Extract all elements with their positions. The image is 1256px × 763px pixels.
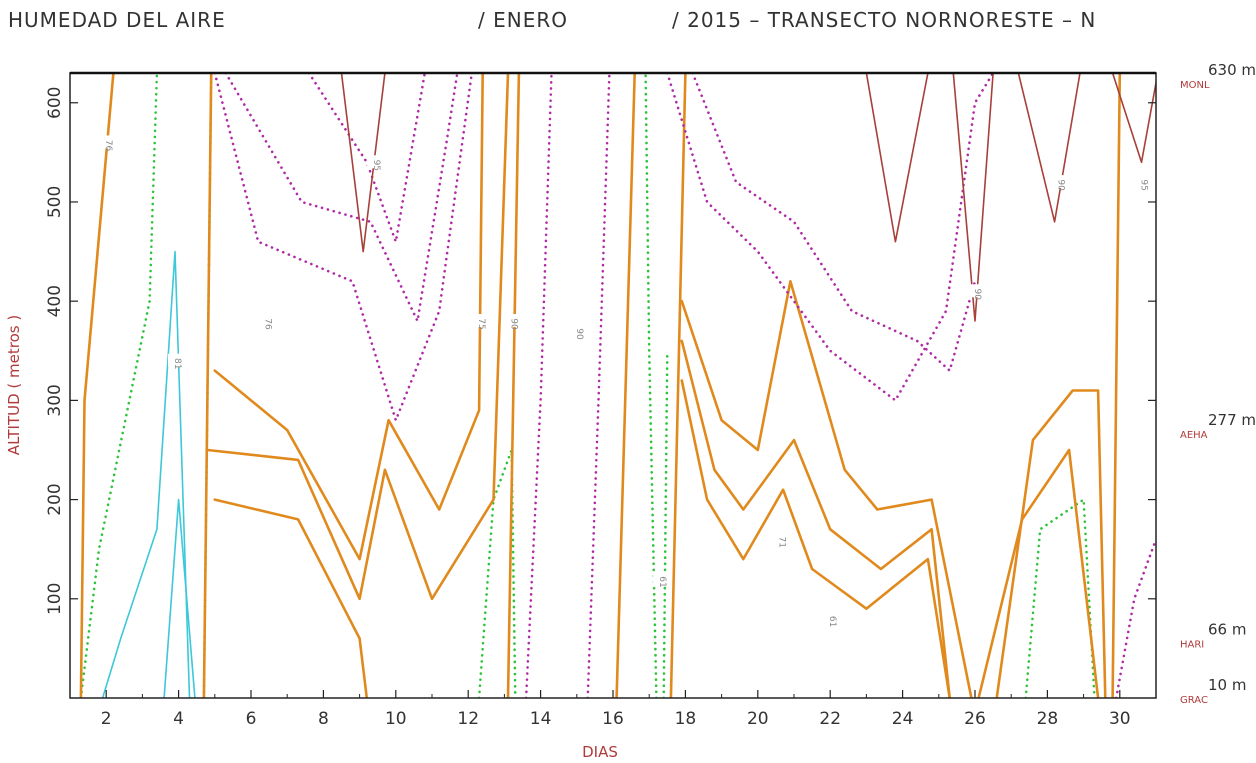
contour-line-71-15 [669,73,687,698]
contour-label-0: 76 [103,140,113,152]
x-tick-label-4: 4 [173,709,184,729]
contour-label-bg-9 [823,611,838,625]
contour-line-90-25 [665,73,995,402]
contour-line-90-30 [1017,73,1081,223]
contour-line-66-2 [79,73,159,698]
contour-line-61-0 [101,250,191,698]
ref-level-altitude-GRAC: 10 m [1208,676,1246,694]
x-tick-label-6: 6 [246,709,257,729]
contour-line-71-8 [79,73,115,698]
contour-line-81-22 [213,73,474,422]
contour-line-85-26 [691,73,977,372]
contour-line-76-17 [680,339,952,698]
x-axis-title: DIAS [582,743,618,761]
contour-label-bg-6 [569,323,584,337]
contour-line-57-1 [163,498,196,698]
chart-month-title: / ENERO [478,8,568,32]
contour-line-81-34 [1114,537,1156,698]
contour-label-bg-11 [1051,175,1066,189]
x-tick-label-18: 18 [675,709,697,729]
x-tick-label-20: 20 [747,709,769,729]
contour-line-76-19 [977,448,1100,698]
ref-level-station-GRAC: GRAC [1180,695,1208,706]
contour-line-71-14 [615,73,637,698]
ref-level-altitude-AEHA: 277 m [1208,411,1256,429]
contour-line-95-31 [1111,73,1156,164]
contour-label-bg-10 [968,284,982,298]
x-tick-label-30: 30 [1109,709,1131,729]
chart-variable-title: HUMEDAD DEL AIRE [8,8,226,32]
contour-label-10: 90 [972,289,982,301]
ref-level-altitude-MONL: 630 m [1208,61,1256,79]
contour-line-76-18 [680,279,973,698]
ref-level-station-HARI: HARI [1180,640,1204,651]
ref-level-station-MONL: MONL [1180,80,1210,91]
x-tick-label-22: 22 [819,709,841,729]
y-tick-label-100: 100 [45,583,65,615]
y-tick-label-300: 300 [45,384,65,416]
contour-line-71-13 [506,73,521,698]
contour-label-6: 90 [574,328,584,340]
y-tick-label-500: 500 [45,186,65,218]
contour-line-95-29 [952,73,994,322]
contour-label-9: 61 [827,616,837,627]
contour-line-66-5 [662,349,669,698]
x-tick-label-14: 14 [530,709,552,729]
x-tick-label-2: 2 [101,709,112,729]
contour-label-3: 95 [371,160,381,171]
contour-label-11: 90 [1055,179,1065,191]
chart-year-transect-title: / 2015 – TRANSECTO NORNORESTE – N [672,8,1097,32]
contour-label-bg-7 [653,571,668,585]
contour-label-bg-12 [1134,175,1149,189]
contour-label-4: 75 [476,318,486,329]
y-tick-label-200: 200 [45,483,65,515]
x-tick-label-28: 28 [1037,709,1059,729]
contour-line-76-16 [680,379,952,698]
x-tick-label-26: 26 [964,709,986,729]
contour-line-76-11 [206,73,510,601]
x-tick-label-16: 16 [602,709,624,729]
contour-line-66-7 [477,448,517,698]
x-tick-label-10: 10 [385,709,407,729]
contour-label-bg-1 [167,353,182,367]
contour-label-12: 95 [1139,179,1149,190]
y-axis-title: ALTITUD ( metros ) [5,315,23,455]
ref-level-station-AEHA: AEHA [1180,430,1208,441]
contour-label-bg-3 [367,155,382,169]
ref-level-altitude-HARI: 66 m [1208,621,1246,639]
contour-label-bg-2 [258,314,273,328]
x-tick-label-12: 12 [457,709,479,729]
contour-label-1: 81 [172,358,182,369]
contour-line-71-10 [213,498,369,698]
contour-label-7: 61 [657,576,667,587]
contour-label-bg-0 [99,135,114,149]
contour-lines-group [79,73,1156,698]
contour-line-71-9 [202,73,213,698]
contour-label-bg-5 [504,314,519,328]
contour-line-95-27 [340,73,386,253]
contour-label-5: 90 [509,318,519,330]
contour-line-90-32 [524,73,553,698]
y-tick-label-600: 600 [45,87,65,119]
y-tick-label-400: 400 [45,285,65,317]
contour-label-bg-8 [772,532,787,546]
contour-label-2: 76 [262,318,272,330]
contour-label-bg-4 [472,314,487,328]
contour-label-8: 71 [777,537,787,548]
contour-line-76-12 [213,73,485,561]
contour-line-81-23 [224,73,459,323]
contour-line-90-33 [586,73,611,698]
x-tick-label-8: 8 [318,709,329,729]
x-tick-label-24: 24 [892,709,914,729]
contour-line-71-21 [1111,73,1122,698]
contour-line-66-6 [1024,498,1096,698]
contour-line-95-28 [865,73,929,243]
contour-line-76-20 [995,389,1107,698]
contour-line-66-4 [644,73,658,698]
